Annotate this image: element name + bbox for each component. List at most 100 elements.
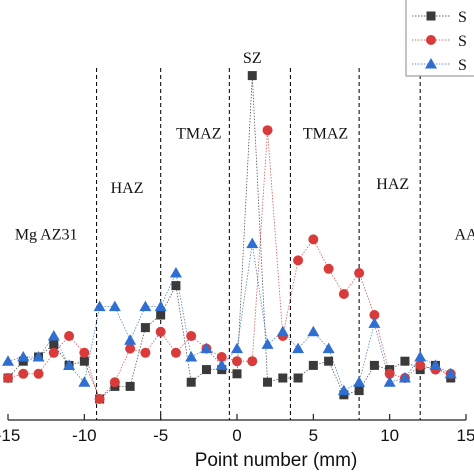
data-point-square: [125, 381, 135, 391]
data-point-circle: [293, 255, 304, 266]
data-point-square: [171, 281, 181, 291]
data-point-triangle: [322, 342, 335, 354]
data-point-triangle: [139, 300, 152, 312]
data-point-square: [156, 310, 166, 320]
data-point-circle: [33, 368, 44, 379]
data-point-square: [263, 377, 273, 387]
data-point-triangle: [231, 342, 243, 354]
data-point-triangle: [32, 351, 45, 362]
data-point-circle: [18, 368, 29, 379]
data-point-square: [247, 71, 257, 81]
data-point-circle: [48, 347, 59, 358]
data-point-circle: [247, 356, 258, 367]
zone-label: AA: [454, 226, 474, 243]
data-point-square: [400, 356, 410, 366]
data-point-triangle: [368, 317, 381, 328]
data-point-square: [140, 323, 150, 333]
data-point-triangle: [246, 237, 259, 249]
data-point-circle: [338, 289, 349, 299]
data-point-circle: [323, 263, 334, 274]
data-point-triangle: [169, 267, 182, 278]
zone-label: HAZ: [376, 176, 409, 193]
data-point-circle: [140, 347, 151, 358]
data-point-square: [369, 360, 379, 370]
data-point-circle: [415, 360, 426, 371]
data-point-triangle: [215, 359, 228, 370]
x-tick-label: 15: [457, 426, 474, 445]
zone-label: SZ: [243, 50, 262, 67]
x-tick-label: 5: [309, 426, 318, 445]
data-point-triangle: [398, 372, 411, 383]
data-point-square: [201, 365, 211, 375]
data-point-square: [79, 356, 89, 366]
zone-labels: Mg AZ31 HAZ TMAZ SZ TMAZ HAZ AA: [15, 50, 474, 243]
data-point-triangle: [78, 376, 91, 387]
data-point-triangle: [108, 300, 121, 312]
data-point-square: [186, 377, 196, 387]
data-point-triangle: [200, 342, 213, 354]
data-point-square: [308, 360, 318, 370]
data-point-square: [278, 373, 288, 383]
data-point-triangle: [292, 342, 305, 354]
data-point-triangle: [276, 325, 289, 337]
data-point-triangle: [2, 355, 14, 366]
data-point-square: [293, 373, 303, 383]
legend-label: S: [458, 33, 467, 50]
data-point-circle: [64, 331, 75, 341]
data-point-circle: [125, 343, 136, 354]
data-point-circle: [262, 125, 273, 136]
data-point-square: [232, 369, 242, 379]
data-point-triangle: [337, 384, 350, 396]
legend-marker-triangle: [425, 58, 437, 69]
series-markers: [2, 71, 457, 404]
legend-marker-square: [426, 11, 436, 21]
data-point-circle: [308, 234, 319, 245]
x-tick-label: -10: [72, 426, 97, 445]
data-point-circle: [155, 326, 166, 337]
data-point-triangle: [307, 325, 320, 337]
data-point-circle: [94, 394, 105, 404]
zone-boundaries: [95, 68, 421, 420]
data-point-circle: [216, 352, 227, 362]
data-point-triangle: [383, 376, 396, 387]
legend-marker-circle: [426, 35, 436, 45]
x-tick-label: 0: [232, 426, 241, 445]
data-point-triangle: [124, 334, 137, 345]
data-point-triangle: [47, 330, 60, 341]
data-point-circle: [109, 377, 120, 388]
zone-label: TMAZ: [303, 126, 348, 143]
data-point-triangle: [154, 300, 167, 312]
legend: SSS: [405, 0, 474, 77]
zone-label: HAZ: [111, 180, 144, 197]
data-point-circle: [232, 356, 242, 367]
x-axis: -15 -10 -5 0 5 10 15: [0, 414, 474, 445]
data-point-triangle: [93, 300, 106, 312]
data-point-circle: [170, 347, 181, 358]
zone-label: TMAZ: [176, 126, 221, 143]
data-point-circle: [369, 310, 380, 320]
series-line: [7, 243, 451, 392]
legend-label: S: [458, 9, 467, 26]
data-point-triangle: [185, 351, 198, 362]
x-axis-title: Point number (mm): [195, 450, 358, 471]
data-point-triangle: [429, 359, 442, 370]
data-point-triangle: [444, 367, 457, 379]
data-point-triangle: [414, 351, 427, 362]
data-point-square: [354, 386, 364, 396]
data-point-square: [324, 356, 334, 366]
x-tick-label: -5: [153, 426, 168, 445]
legend-label: S: [458, 57, 467, 74]
legend-box: [405, 0, 474, 77]
x-tick-label: -15: [0, 426, 20, 445]
data-point-circle: [3, 373, 13, 383]
data-point-circle: [79, 347, 90, 358]
data-point-triangle: [353, 376, 366, 387]
zone-label: Mg AZ31: [15, 226, 78, 243]
data-point-circle: [186, 331, 197, 341]
data-point-circle: [384, 368, 395, 379]
data-point-triangle: [261, 338, 274, 349]
data-point-triangle: [17, 351, 30, 362]
data-point-triangle: [63, 359, 76, 370]
data-point-square: [49, 339, 59, 349]
